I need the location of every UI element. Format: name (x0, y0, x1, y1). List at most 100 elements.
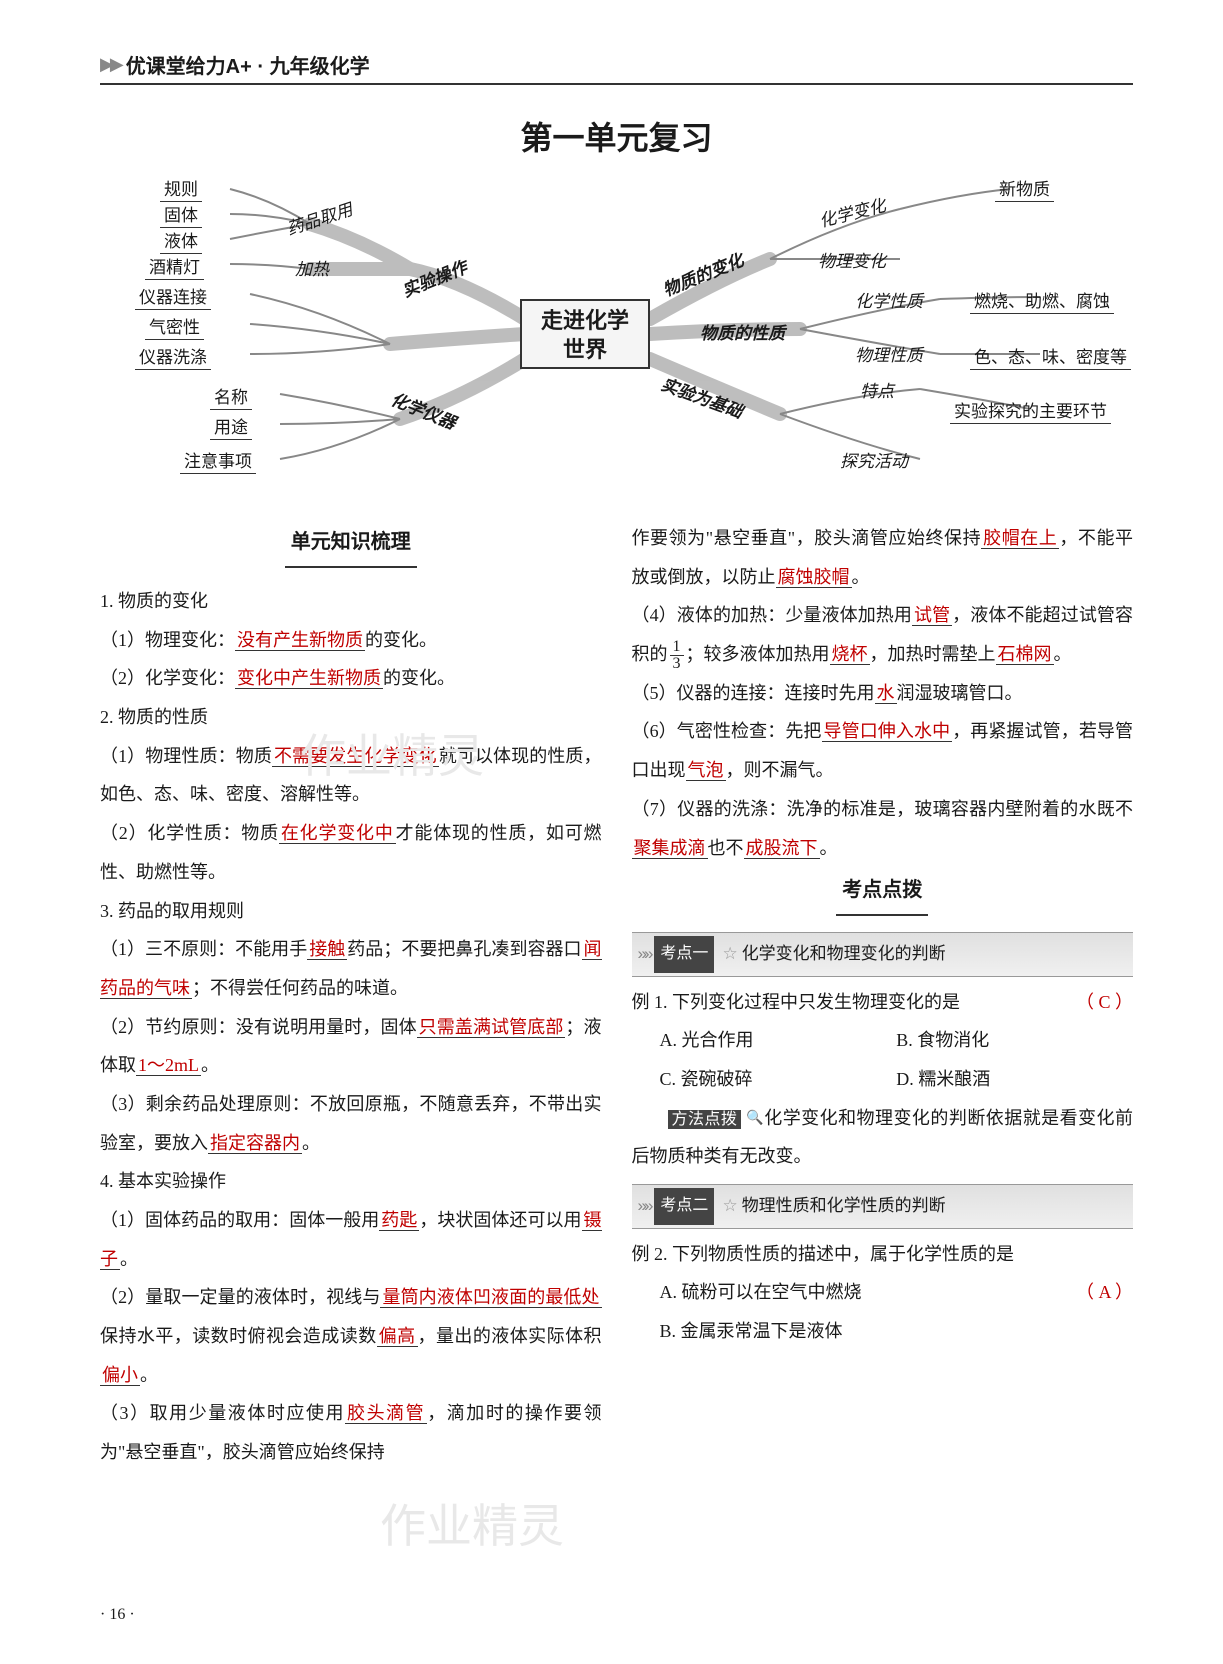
kaodian-title: 化学变化和物理变化的判断 (742, 936, 946, 973)
answer: 指定容器内 (208, 1133, 302, 1154)
line: （2）量取一定量的液体时，视线与量筒内液体凹液面的最低处保持水平，读数时俯视会造… (100, 1278, 602, 1394)
line: （6）气密性检查：先把导管口伸入水中，再紧握试管，若导管口出现气泡，则不漏气。 (632, 712, 1134, 789)
mm-branch: 物理性质 (855, 341, 923, 366)
line: （3）取用少量液体时应使用胶头滴管，滴加时的操作要领为"悬空垂直"，胶头滴管应始… (100, 1394, 602, 1471)
heading: 3. 药品的取用规则 (100, 892, 602, 931)
line: （1）三不原则：不能用手接触药品；不要把鼻孔凑到容器口闻药品的气味；不得尝任何药… (100, 930, 602, 1007)
line: （5）仪器的连接：连接时先用水润湿玻璃管口。 (632, 674, 1134, 713)
method-label: 方法点拨 (668, 1110, 742, 1129)
mm-leaf: 仪器洗涤 (135, 343, 211, 370)
mm-branch: 物质的性质 (700, 319, 785, 344)
line: （1）固体药品的取用：固体一般用药匙，块状固体还可以用镊子。 (100, 1201, 602, 1278)
mm-leaf: 固体 (160, 201, 202, 228)
answer: 气泡 (686, 760, 726, 781)
mindmap-center: 走进化学 世界 (520, 299, 650, 369)
mm-leaf: 色、态、味、密度等 (970, 343, 1131, 370)
page-header: ▶▶ 优课堂给力A+ · 九年级化学 (100, 50, 1133, 85)
line: （3）剩余药品处理原则：不放回原瓶，不随意丢弃，不带出实验室，要放入指定容器内。 (100, 1085, 602, 1162)
magnifier-icon: 🔍 (746, 1111, 764, 1126)
mm-leaf: 用途 (210, 413, 252, 440)
mindmap: 走进化学 世界 规则 固体 液体 酒精灯 仪器连接 气密性 仪器洗涤 名称 用途… (100, 169, 1133, 499)
chevrons-icon: »» (638, 1188, 651, 1225)
answer-letter: （ C ） (1076, 983, 1133, 1022)
answer: 烧杯 (830, 644, 870, 665)
mm-branch: 加热 (295, 255, 329, 280)
line: （1）物理性质：物质不需要发生化学变化就可以体现的性质，如色、态、味、密度、溶解… (100, 737, 602, 814)
mm-leaf: 规则 (160, 175, 202, 202)
option: A. 硫粉可以在空气中燃烧 (632, 1273, 1134, 1312)
heading: 4. 基本实验操作 (100, 1162, 602, 1201)
line: ，滴加时的操作要领为"悬空垂直"，胶头滴管应始终保持作要领为"悬空垂直"，胶头滴… (632, 519, 1134, 596)
section-title: 考点点拨 (836, 869, 928, 916)
section-title: 单元知识梳理 (285, 521, 417, 568)
mm-leaf: 液体 (160, 227, 202, 254)
mm-leaf: 名称 (210, 383, 252, 410)
right-column: ，滴加时的操作要领为"悬空垂直"，胶头滴管应始终保持作要领为"悬空垂直"，胶头滴… (632, 519, 1134, 1472)
answer: 不需要发生化学变化 (272, 746, 439, 767)
line: （7）仪器的洗涤：洗净的标准是，玻璃容器内壁附着的水既不聚集成滴也不成股流下。 (632, 790, 1134, 867)
option: C. 瓷碗破碎 (660, 1060, 897, 1099)
answer: 变化中产生新物质 (235, 668, 383, 689)
answer-letter: （ A ） (1076, 1273, 1133, 1312)
content-columns: 单元知识梳理 1. 物质的变化 （1）物理变化：没有产生新物质的变化。 （2）化… (100, 519, 1133, 1472)
option: B. 食物消化 (896, 1021, 1133, 1060)
option: D. 糯米酿酒 (896, 1060, 1133, 1099)
example-question: 例 1. 下列变化过程中只发生物理变化的是（ C ） (632, 983, 1134, 1022)
mm-leaf: 气密性 (145, 313, 204, 340)
options: A. 光合作用 B. 食物消化 C. 瓷碗破碎 D. 糯米酿酒 (632, 1021, 1134, 1098)
answer: 偏小 (100, 1365, 140, 1386)
heading: 2. 物质的性质 (100, 698, 602, 737)
option: A. 光合作用 (660, 1021, 897, 1060)
option: B. 金属汞常温下是液体 (632, 1312, 1134, 1351)
mm-branch: 化学性质 (855, 287, 923, 312)
kaodian-title: 物理性质和化学性质的判断 (742, 1188, 946, 1225)
kaodian-num: 考点二 (654, 1188, 714, 1224)
answer: 没有产生新物质 (235, 630, 365, 651)
line: （1）物理变化：没有产生新物质的变化。 (100, 621, 602, 660)
answer: 聚集成滴 (632, 838, 708, 859)
answer: 量筒内液体凹液面的最低处 (380, 1287, 601, 1308)
mm-branch: 特点 (860, 377, 894, 402)
example-question: 例 2. 下列物质性质的描述中，属于化学性质的是 (632, 1235, 1134, 1274)
mm-leaf: 酒精灯 (145, 253, 204, 280)
mindmap-center-text: 走进化学 世界 (541, 308, 629, 362)
answer: 胶帽在上 (981, 528, 1059, 549)
mm-leaf: 仪器连接 (135, 283, 211, 310)
answer: 1～2mL (136, 1055, 201, 1076)
answer: 试管 (912, 605, 952, 626)
kaodian-bar-2: »» 考点二 ☆ 物理性质和化学性质的判断 (632, 1184, 1134, 1229)
star-icon: ☆ (722, 1188, 737, 1225)
method-tip: 方法点拨 🔍化学变化和物理变化的判断依据就是看变化前后物质种类有无改变。 (632, 1099, 1134, 1176)
unit-title: 第一单元复习 (100, 113, 1133, 159)
mm-branch: 探究活动 (840, 447, 908, 472)
line: （2）化学性质：物质在化学变化中才能体现的性质，如可燃性、助燃性等。 (100, 814, 602, 891)
answer: 腐蚀胶帽 (776, 567, 852, 588)
answer: 接触 (307, 939, 347, 960)
heading: 1. 物质的变化 (100, 582, 602, 621)
line: （4）液体的加热：少量液体加热用试管，液体不能超过试管容积的13；较多液体加热用… (632, 596, 1134, 673)
line: （2）化学变化：变化中产生新物质的变化。 (100, 659, 602, 698)
kaodian-bar-1: »» 考点一 ☆ 化学变化和物理变化的判断 (632, 932, 1134, 977)
answer: 石棉网 (996, 644, 1054, 665)
answer: 药匙 (379, 1210, 419, 1231)
answer: 偏高 (377, 1326, 418, 1347)
watermark: 作业精灵 (380, 1490, 564, 1556)
page-number: · 16 · (100, 1606, 135, 1624)
header-arrows-icon: ▶▶ (100, 54, 120, 75)
answer: 水 (875, 683, 897, 704)
star-icon: ☆ (722, 936, 737, 973)
mm-leaf: 燃烧、助燃、腐蚀 (970, 287, 1114, 314)
answer: 成股流下 (744, 838, 820, 859)
mm-branch: 物理变化 (818, 247, 886, 272)
answer: 胶头滴管 (345, 1403, 427, 1424)
mm-leaf: 注意事项 (180, 447, 256, 474)
mm-leaf: 实验探究的主要环节 (950, 397, 1111, 424)
fraction: 13 (668, 639, 686, 672)
kaodian-num: 考点一 (654, 936, 714, 972)
chevrons-icon: »» (638, 936, 651, 973)
answer: 只需盖满试管底部 (417, 1017, 566, 1038)
answer: 在化学变化中 (279, 823, 396, 844)
line: （2）节约原则：没有说明用量时，固体只需盖满试管底部；液体取1～2mL。 (100, 1008, 602, 1085)
book-title: 优课堂给力A+ · 九年级化学 (126, 50, 370, 79)
left-column: 单元知识梳理 1. 物质的变化 （1）物理变化：没有产生新物质的变化。 （2）化… (100, 519, 602, 1472)
